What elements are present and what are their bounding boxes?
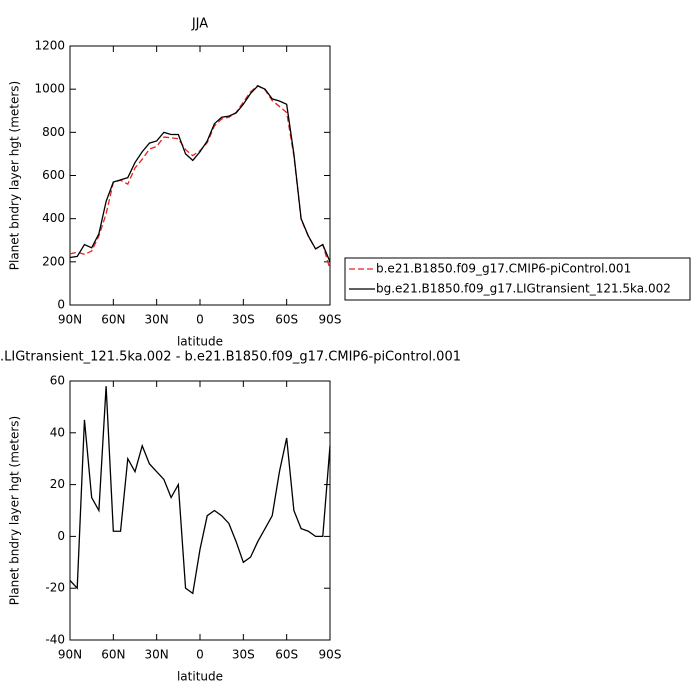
- y-tick-label: 400: [42, 211, 65, 225]
- x-tick-label: 90N: [58, 648, 82, 662]
- y-tick-label: 1000: [34, 82, 65, 96]
- x-tick-label: 60S: [275, 313, 298, 327]
- plot-frame: [69, 45, 331, 306]
- x-tick-label: 60N: [101, 313, 125, 327]
- x-tick-label: 30N: [145, 648, 169, 662]
- x-tick-label: 60N: [101, 648, 125, 662]
- x-tick-label: 30N: [145, 313, 169, 327]
- y-axis-label: Planet bndry layer hgt (meters): [8, 81, 22, 271]
- x-axis-label: latitude: [177, 335, 223, 349]
- x-tick-label: 90N: [58, 313, 82, 327]
- y-tick-label: 60: [50, 374, 65, 388]
- chart-title: JJA: [191, 17, 208, 32]
- y-tick-label: 200: [42, 254, 65, 268]
- y-tick-label: 1200: [34, 39, 65, 53]
- legend-label: bg.e21.B1850.f09_g17.LIGtransient_121.5k…: [376, 282, 671, 296]
- x-tick-label: 0: [196, 648, 204, 662]
- x-axis-label: latitude: [177, 670, 223, 684]
- y-tick-label: -20: [45, 581, 65, 595]
- y-tick-label: 800: [42, 125, 65, 139]
- x-tick-label: 90S: [319, 313, 342, 327]
- y-tick-label: 600: [42, 168, 65, 182]
- legend-label: b.e21.B1850.f09_g17.CMIP6-piControl.001: [376, 262, 631, 276]
- y-tick-label: 0: [57, 529, 65, 543]
- data-line: [69, 386, 331, 595]
- x-tick-label: 30S: [232, 648, 255, 662]
- data-line: [69, 84, 331, 270]
- x-tick-label: 30S: [232, 313, 255, 327]
- y-tick-label: 0: [57, 298, 65, 312]
- y-tick-label: 40: [50, 425, 65, 439]
- y-tick-label: -40: [45, 633, 65, 647]
- legend-box: [344, 257, 691, 301]
- x-tick-label: 60S: [275, 648, 298, 662]
- plot-frame: [69, 380, 331, 641]
- y-tick-label: 20: [50, 477, 65, 491]
- x-tick-label: 90S: [319, 648, 342, 662]
- chart-title: .LIGtransient_121.5ka.002 - b.e21.B1850.…: [0, 350, 461, 365]
- data-line: [69, 85, 331, 263]
- x-tick-label: 0: [196, 313, 204, 327]
- y-axis-label: Planet bndry layer hgt (meters): [8, 416, 22, 606]
